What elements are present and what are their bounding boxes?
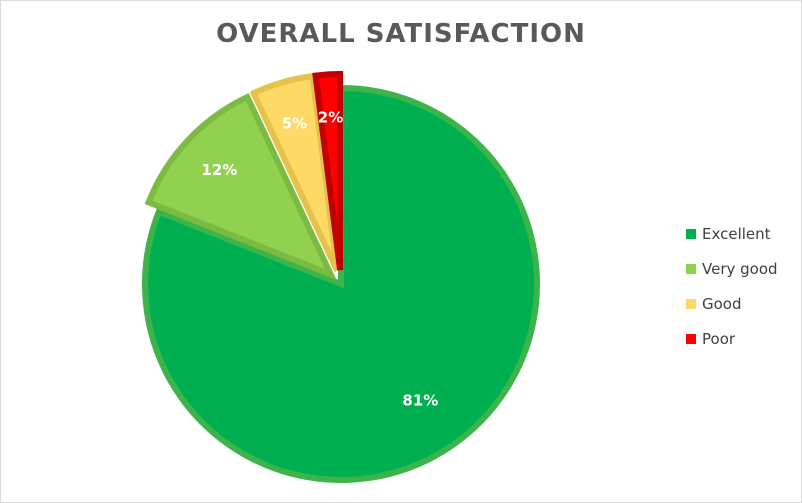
legend-swatch	[686, 263, 696, 274]
legend-item-very-good: Very good	[686, 251, 778, 286]
data-label-poor: 2%	[318, 108, 343, 126]
legend-swatch	[686, 298, 696, 309]
legend-label: Good	[702, 294, 742, 313]
legend-label: Poor	[702, 329, 736, 348]
legend-item-good: Good	[686, 286, 778, 321]
pie-slice-very-good	[144, 93, 337, 280]
legend-item-excellent: Excellent	[686, 216, 778, 251]
pie-slice-poor	[312, 71, 344, 271]
data-label-excellent: 81%	[402, 392, 438, 410]
legend-label: Very good	[702, 259, 778, 278]
legend-swatch	[686, 228, 696, 239]
legend-item-poor: Poor	[686, 321, 778, 356]
legend-label: Excellent	[702, 224, 771, 243]
chart-title: OVERALL SATISFACTION	[216, 19, 586, 49]
legend: Excellent Very good Good Poor	[686, 216, 778, 356]
legend-swatch	[686, 333, 696, 344]
pie-slice-excellent	[142, 84, 540, 483]
data-label-very-good: 12%	[201, 161, 237, 179]
pie-slice-good	[249, 72, 341, 272]
data-label-good: 5%	[282, 115, 307, 133]
